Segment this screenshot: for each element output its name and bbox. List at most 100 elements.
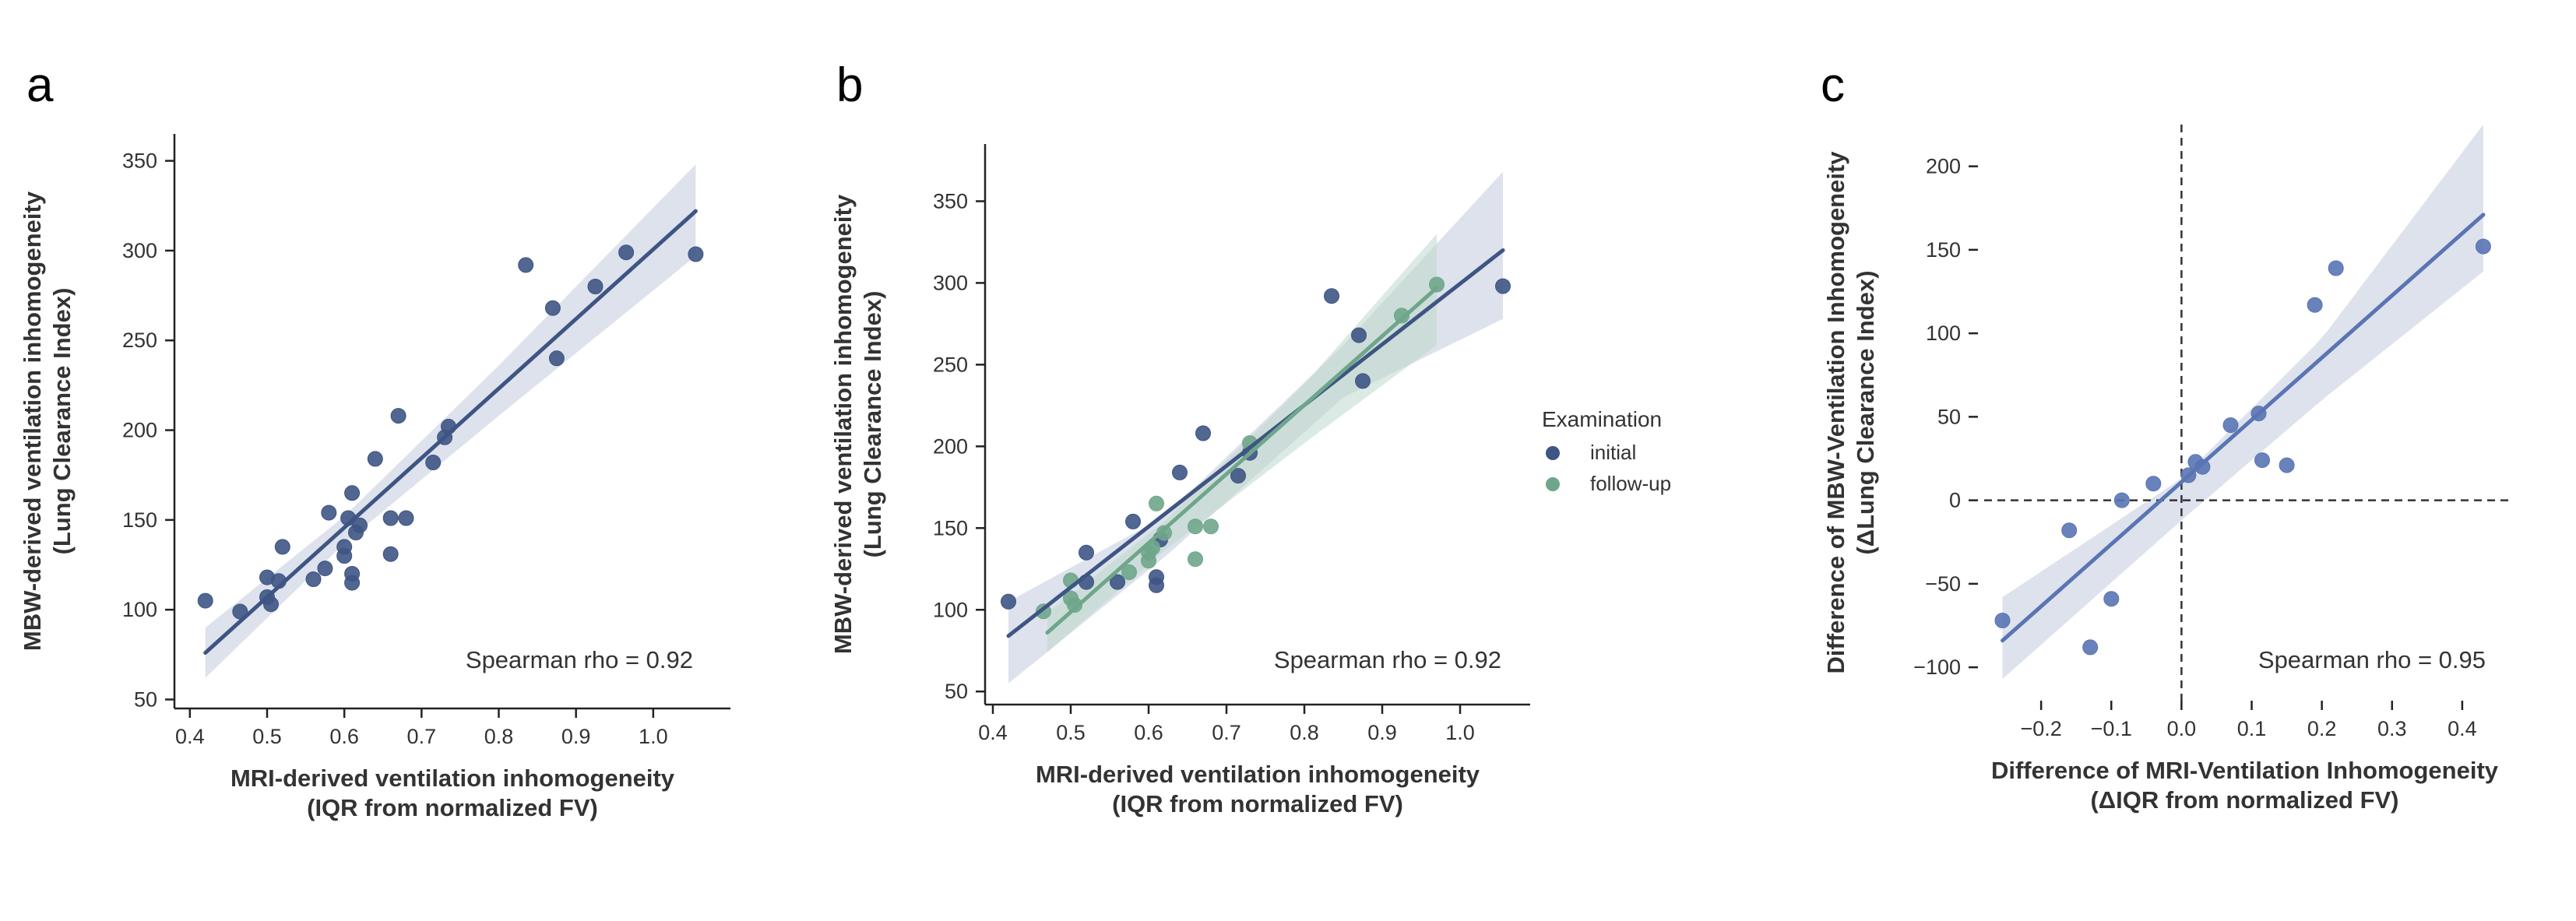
x-tick-label: 0.5 [1056,721,1086,744]
y-tick-label: 350 [122,149,157,173]
x-tick-label: 0.6 [329,725,359,748]
data-point-difference [2279,457,2295,473]
data-point-initial [382,546,399,562]
data-point-initial [1195,425,1211,441]
x-axis-label: (IQR from normalized FV) [1112,790,1403,817]
plot-area-c: −0.2 −0.1 0.0 0.1 0.2 0.3 0.4 −100 −50 0 50 100 150 2… [1822,125,2511,814]
x-axis-label: Difference of MRI-Ventilation Inhomogene… [1991,757,2499,784]
panel-b: b 0.4 0.5 0.6 0.7 0.8 0.9 1.0 50 100 150 200 250 300… [829,58,1671,817]
data-point-initial [344,485,361,501]
y-tick-label: 50 [134,687,157,711]
x-tick-label: 0.8 [484,725,514,748]
y-tick-label: 100 [122,598,157,621]
data-point-initial [1355,373,1371,389]
data-point-initial [544,300,561,316]
legend: Examination initial follow-up [1542,407,1671,495]
y-axis-label: (Lung Clearance Index) [859,291,886,558]
data-point-initial [1172,464,1188,480]
x-axis-label: MRI-derived ventilation inhomogeneity [231,765,675,792]
x-tick-label: −0.1 [2091,717,2132,740]
data-point-follow-up [1121,564,1137,580]
data-point-initial [344,575,361,591]
spearman-annotation: Spearman rho = 0.95 [2258,646,2486,673]
y-axis-label: MBW-derived ventilation inhomogeneity [829,194,857,654]
y-axis-label: (Lung Clearance Index) [48,288,76,555]
y-tick-label: 50 [945,680,968,703]
x-tick-label: 0.9 [1367,721,1397,744]
data-point-follow-up [1188,519,1203,535]
x-tick-label: −0.2 [2020,717,2061,740]
x-axis-label: (ΔIQR from normalized FV) [2090,786,2398,814]
data-point-follow-up [1188,551,1203,568]
panel-c: c −0.2 −0.1 0.0 0.1 0.2 0.3 0.4 −100 −50 0 50 100 15… [1821,58,2511,814]
y-tick-label: 150 [1926,238,1961,262]
x-tick-label: 0.8 [1290,721,1319,744]
x-tick-label: 0.7 [407,725,437,748]
data-point-difference [2113,492,2130,508]
data-point-initial [390,408,406,424]
y-tick-label: 300 [122,239,157,262]
data-point-initial [1351,327,1367,343]
data-point-initial [688,246,704,262]
x-tick-label: 0.4 [175,725,205,748]
data-point-difference [2103,591,2120,607]
spearman-annotation: Spearman rho = 0.92 [466,646,693,673]
data-point-difference [1994,613,2011,628]
x-tick-label: 0.7 [1212,721,1241,744]
plot-area-a: 0.4 0.5 0.6 0.7 0.8 0.9 1.0 50 100 150 200 250 300 35… [19,134,730,821]
y-tick-label: −100 [1913,656,1961,679]
data-point-difference [2475,238,2491,255]
y-tick-label: 200 [122,419,157,442]
y-tick-label: 50 [1937,405,1961,428]
data-point-initial [1230,468,1246,484]
data-point-difference [2061,522,2078,539]
spearman-annotation: Spearman rho = 0.92 [1274,646,1501,673]
data-point-difference [2145,476,2162,492]
x-tick-label: 0.6 [1134,721,1163,744]
data-point-difference [2082,639,2099,656]
x-tick-label: 0.0 [2167,717,2197,740]
legend-marker-follow-up [1546,477,1560,491]
data-point-initial [274,539,290,555]
regression-line-follow-up [1045,286,1439,635]
x-axis-label: MRI-derived ventilation inhomogeneity [1036,761,1480,788]
regression-line-difference [2001,213,2486,643]
x-tick-label: 0.3 [2377,717,2407,740]
panel-a: a 0.4 0.5 0.6 0.7 0.8 0.9 1.0 50 100 150 200 250 300… [19,58,730,821]
data-point-difference [2194,459,2211,475]
y-axis-label: (ΔLung Clearance Index) [1852,270,1879,554]
data-point-follow-up [1156,525,1172,541]
data-point-initial [1125,513,1141,529]
data-point-initial [1001,593,1016,610]
x-tick-label: 1.0 [639,725,668,748]
x-tick-label: 0.2 [2307,717,2337,740]
plot-area-b: 0.4 0.5 0.6 0.7 0.8 0.9 1.0 50 100 150 200 250 300 35… [829,144,1671,817]
data-point-initial [1079,544,1094,561]
axes: −0.2 −0.1 0.0 0.1 0.2 0.3 0.4 −100 −50 0 50 100 150 2… [1913,155,2477,740]
data-point-initial [263,596,279,613]
legend-label-follow-up: follow-up [1590,472,1671,495]
legend-marker-initial [1546,446,1560,460]
regression-line-initial [1006,248,1505,638]
data-point-initial [336,539,353,555]
y-tick-label: 0 [1949,489,1961,512]
data-point-initial [352,517,368,533]
y-tick-label: 250 [122,329,157,352]
y-tick-label: 150 [122,508,157,532]
data-point-follow-up [1067,597,1082,613]
data-point-initial [618,244,635,261]
data-point-initial [587,279,604,294]
regression-line-initial [203,209,698,656]
axes: 0.4 0.5 0.6 0.7 0.8 0.9 1.0 50 100 150 200 250 300 35… [933,144,1530,744]
data-point-initial [382,510,399,526]
data-point-difference [2222,417,2239,434]
y-tick-label: 150 [933,516,968,540]
legend-title: Examination [1542,407,1662,431]
data-point-difference [2254,452,2270,469]
data-point-difference [2328,260,2344,276]
confidence-band-difference [2002,125,2483,680]
y-tick-label: 250 [933,353,968,376]
x-tick-label: 0.1 [2237,717,2267,740]
panel-letter-c: c [1821,58,1845,112]
x-tick-label: 0.5 [252,725,282,748]
